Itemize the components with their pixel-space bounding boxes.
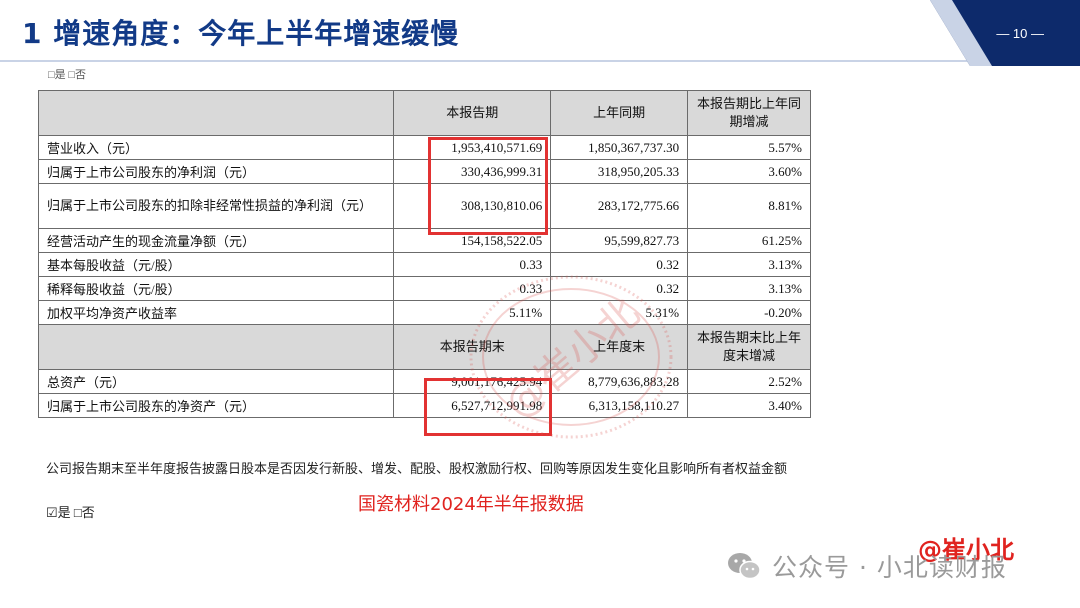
corner-decoration [930, 0, 1080, 66]
highlight-box-period-end [424, 378, 552, 436]
table-row: 经营活动产生的现金流量净额（元） 154,158,522.05 95,599,8… [37, 228, 811, 253]
slide-title: 1 增速角度：今年上半年增速缓慢 [22, 17, 460, 50]
highlight-box-period [428, 137, 548, 235]
value-cell: 6,313,158,110.27 [550, 393, 689, 418]
share-change-note: 公司报告期末至半年度报告披露日股本是否因发行新股、增发、配股、股权激励行权、回购… [46, 461, 788, 476]
value-cell: 1,850,367,737.30 [550, 135, 689, 160]
value-cell: 3.13% [687, 252, 811, 277]
table-row: 稀释每股收益（元/股） 0.33 0.32 3.13% [37, 276, 811, 301]
value-cell: 0.33 [393, 252, 552, 277]
row-label: 经营活动产生的现金流量净额（元） [37, 228, 395, 253]
cropped-top-text: □是 □否 [48, 69, 87, 81]
yes-no-choice: ☑是 □否 [46, 505, 95, 520]
value-cell: 6,527,712,991.98 [393, 393, 552, 418]
value-cell: 3.60% [687, 159, 811, 184]
source-caption: 国瓷材料2024年半年报数据 [358, 494, 584, 515]
table-row: 加权平均净资产收益率 5.11% 5.31% -0.20% [37, 300, 811, 325]
header-cell: 本报告期比上年同期增减 [687, 90, 811, 136]
header-cell: 上年度末 [550, 324, 689, 370]
header-cell: 本报告期 [393, 90, 552, 136]
value-cell: 5.57% [687, 135, 811, 160]
value-cell: 0.33 [393, 276, 552, 301]
header-cell [37, 324, 395, 370]
header-cell [37, 90, 395, 136]
account-watermark: 公众号 · 小北读财报 [726, 548, 1007, 584]
value-cell: 95,599,827.73 [550, 228, 689, 253]
value-cell: -0.20% [687, 300, 811, 325]
table-row: 归属于上市公司股东的净资产（元） 6,527,712,991.98 6,313,… [37, 393, 811, 418]
author-tag: @崔小北 [918, 536, 1014, 564]
title-divider [0, 60, 990, 62]
row-label: 营业收入（元） [37, 135, 395, 160]
value-cell: 0.32 [550, 252, 689, 277]
value-cell: 308,130,810.06 [393, 183, 552, 229]
table-row: 归属于上市公司股东的扣除非经常性损益的净利润（元） 308,130,810.06… [37, 183, 811, 229]
value-cell: 3.40% [687, 393, 811, 418]
row-label: 归属于上市公司股东的净利润（元） [37, 159, 395, 184]
value-cell: 283,172,775.66 [550, 183, 689, 229]
header-cell: 本报告期末 [393, 324, 552, 370]
header-cell: 本报告期末比上年度末增减 [687, 324, 811, 370]
row-label: 归属于上市公司股东的扣除非经常性损益的净利润（元） [37, 183, 395, 229]
row-label: 基本每股收益（元/股） [37, 252, 395, 277]
row-label: 稀释每股收益（元/股） [37, 276, 395, 301]
value-cell: 5.11% [393, 300, 552, 325]
table-row: 基本每股收益（元/股） 0.33 0.32 3.13% [37, 252, 811, 277]
title-bar: 1 增速角度：今年上半年增速缓慢 [0, 0, 1080, 62]
row-label: 归属于上市公司股东的净资产（元） [37, 393, 395, 418]
financial-table: 本报告期 上年同期 本报告期比上年同期增减 营业收入（元） 1,953,410,… [37, 90, 811, 418]
value-cell: 61.25% [687, 228, 811, 253]
row-label: 总资产（元） [37, 369, 395, 394]
value-cell: 5.31% [550, 300, 689, 325]
table-row: 总资产（元） 9,001,176,425.94 8,779,636,883.28… [37, 369, 811, 394]
value-cell: 330,436,999.31 [393, 159, 552, 184]
table-header-row: 本报告期末 上年度末 本报告期末比上年度末增减 [37, 324, 811, 370]
value-cell: 2.52% [687, 369, 811, 394]
page-number: — 10 — [996, 26, 1044, 41]
table-row: 营业收入（元） 1,953,410,571.69 1,850,367,737.3… [37, 135, 811, 160]
report-excerpt: □是 □否 本报告期 上年同期 本报告期比上年同期增减 营业收入（元） 1,95… [37, 62, 818, 532]
table-header-row: 本报告期 上年同期 本报告期比上年同期增减 [37, 90, 811, 136]
watermark-stamp: @崔小北 [469, 275, 673, 439]
account-name: 公众号 · 小北读财报 [772, 553, 1007, 582]
wechat-icon [728, 553, 761, 580]
stamp-text: @崔小北 [496, 289, 648, 427]
value-cell: 8,779,636,883.28 [550, 369, 689, 394]
table-row: 归属于上市公司股东的净利润（元） 330,436,999.31 318,950,… [37, 159, 811, 184]
header-cell: 上年同期 [550, 90, 689, 136]
value-cell: 3.13% [687, 276, 811, 301]
value-cell: 8.81% [687, 183, 811, 229]
value-cell: 318,950,205.33 [550, 159, 689, 184]
row-label: 加权平均净资产收益率 [37, 300, 395, 325]
